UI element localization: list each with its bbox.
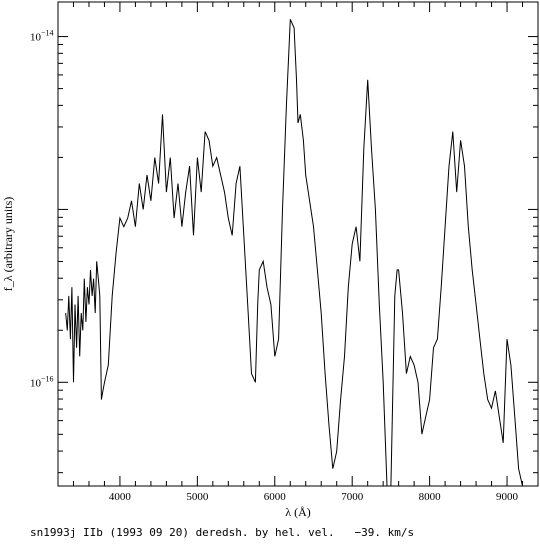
x-tick-label: 6000 [264,491,287,503]
x-tick-label: 7000 [341,491,364,503]
spectrum-line [65,19,523,487]
y-tick-label: 10−16 [30,374,54,389]
y-axis-label: f_λ (arbitrary units) [1,197,15,291]
x-tick-label: 5000 [186,491,209,503]
x-axis-label: λ (Å) [285,505,310,519]
x-tick-label: 8000 [419,491,442,503]
x-tick-label: 4000 [109,491,132,503]
axis-ticks [58,2,539,486]
x-tick-labels: 4000 5000 6000 7000 8000 9000 [109,491,519,503]
y-tick-label: 10−14 [30,29,54,44]
y-axis-label-group: f_λ (arbitrary units) [1,197,15,291]
y-tick-labels: 10−14 10−16 [30,29,54,390]
figure-caption: sn1993j IIb (1993 09 20) deredsh. by hel… [30,526,415,539]
plot-frame [57,1,539,487]
x-tick-label: 9000 [496,491,519,503]
